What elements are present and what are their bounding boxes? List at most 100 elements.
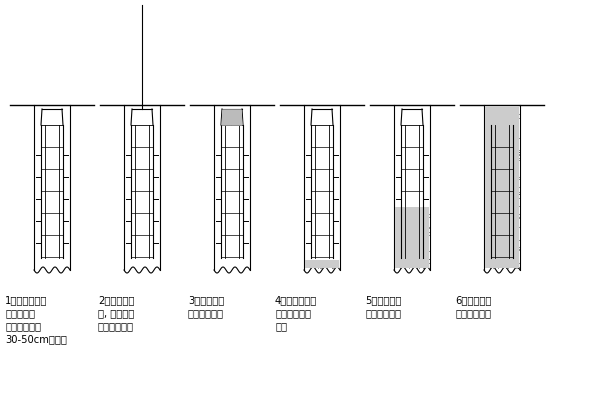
- Point: [495, 182, 504, 189]
- Point: [496, 136, 506, 142]
- Point: [513, 119, 523, 126]
- Point: [395, 256, 405, 263]
- Point: [492, 241, 501, 247]
- Point: [493, 184, 502, 190]
- Point: [484, 218, 493, 224]
- Point: [501, 113, 511, 119]
- Point: [497, 114, 507, 120]
- Point: [488, 193, 497, 200]
- Point: [506, 210, 516, 217]
- Point: [491, 148, 500, 154]
- Point: [417, 248, 426, 255]
- Point: [407, 229, 417, 236]
- Point: [487, 174, 496, 180]
- Point: [494, 131, 504, 138]
- Point: [391, 229, 401, 236]
- Point: [484, 214, 493, 221]
- Point: [499, 160, 509, 166]
- Point: [498, 178, 508, 185]
- Point: [514, 245, 523, 252]
- Point: [487, 117, 496, 123]
- Point: [514, 237, 524, 244]
- Point: [499, 109, 509, 115]
- Point: [483, 216, 492, 223]
- Point: [487, 253, 496, 260]
- Point: [422, 230, 432, 237]
- Point: [503, 192, 513, 198]
- Point: [490, 179, 499, 186]
- Point: [396, 211, 405, 218]
- Point: [495, 182, 505, 189]
- Point: [226, 109, 235, 116]
- Point: [505, 202, 514, 209]
- Point: [415, 244, 425, 250]
- Point: [392, 210, 401, 217]
- Point: [501, 126, 511, 133]
- Point: [328, 257, 337, 263]
- Point: [495, 260, 505, 267]
- Point: [512, 113, 522, 119]
- Point: [417, 252, 427, 258]
- Point: [493, 157, 502, 164]
- Point: [407, 249, 417, 256]
- Point: [510, 157, 520, 164]
- Point: [390, 238, 400, 245]
- Point: [503, 212, 513, 219]
- Point: [502, 197, 511, 203]
- Point: [513, 252, 523, 258]
- Point: [418, 210, 428, 217]
- Point: [498, 142, 507, 148]
- Point: [508, 245, 518, 251]
- Point: [491, 163, 501, 170]
- Point: [493, 160, 502, 167]
- Point: [491, 208, 501, 215]
- Point: [485, 110, 495, 117]
- Point: [482, 181, 492, 187]
- Point: [493, 259, 502, 266]
- Point: [391, 237, 401, 243]
- Point: [402, 254, 411, 261]
- Point: [501, 185, 510, 191]
- Point: [509, 134, 519, 141]
- Point: [484, 190, 493, 197]
- Point: [493, 143, 503, 150]
- Point: [495, 187, 504, 194]
- Point: [402, 263, 411, 270]
- Point: [509, 193, 519, 199]
- Point: [489, 229, 498, 236]
- Point: [412, 241, 422, 247]
- Point: [510, 253, 519, 259]
- Point: [402, 260, 411, 267]
- Point: [511, 203, 521, 209]
- Point: [508, 106, 517, 113]
- Point: [391, 216, 401, 222]
- Point: [486, 196, 496, 203]
- Point: [500, 115, 510, 121]
- Point: [513, 154, 522, 161]
- Point: [408, 220, 418, 227]
- Point: [485, 228, 494, 235]
- Point: [489, 152, 499, 159]
- Point: [417, 221, 427, 227]
- Point: [483, 202, 493, 208]
- Point: [494, 124, 504, 130]
- Point: [482, 218, 492, 225]
- Point: [497, 119, 507, 126]
- Point: [507, 151, 516, 158]
- Point: [502, 177, 512, 183]
- Point: [508, 133, 518, 139]
- Point: [509, 236, 519, 242]
- Point: [494, 109, 504, 116]
- Point: [488, 161, 497, 168]
- Point: [498, 108, 508, 114]
- Point: [485, 160, 495, 166]
- Point: [513, 104, 522, 110]
- Point: [494, 136, 504, 143]
- Point: [482, 257, 491, 263]
- Point: [415, 258, 424, 265]
- Point: [403, 210, 413, 217]
- Point: [511, 119, 521, 125]
- Point: [414, 233, 423, 240]
- Point: [396, 261, 406, 267]
- Point: [506, 139, 516, 145]
